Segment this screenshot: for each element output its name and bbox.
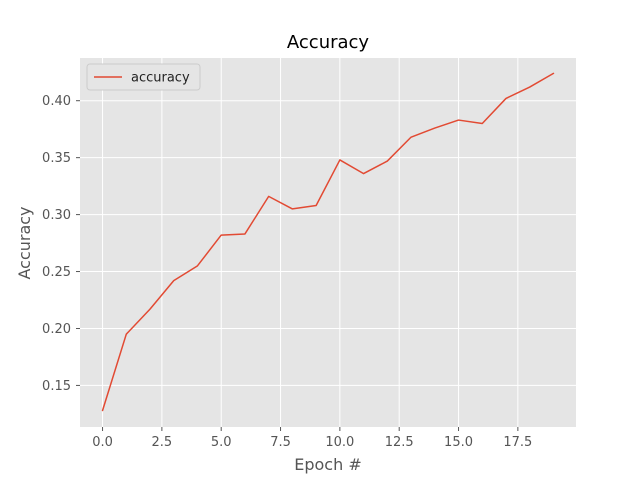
x-tick-label: 17.5 [503, 435, 532, 450]
x-tick-label: 12.5 [385, 435, 414, 450]
x-tick-label: 7.5 [270, 435, 291, 450]
y-tick-label: 0.25 [42, 265, 71, 280]
y-tick-label: 0.20 [42, 322, 71, 337]
grid-lines [80, 58, 576, 427]
y-tick-label: 0.30 [42, 208, 71, 223]
x-tick-label: 2.5 [152, 435, 173, 450]
x-tick-label: 5.0 [211, 435, 232, 450]
series-line-accuracy [101, 72, 555, 412]
axis-ticks: 0.0 2.5 5.0 7.5 10.0 12.5 15.0 17.5 0.15 0.20 0.25… [42, 94, 532, 450]
plot-area [80, 58, 576, 427]
series-lines [101, 72, 555, 412]
y-axis-label: Accuracy [15, 206, 34, 279]
x-axis-label: Epoch # [294, 455, 361, 474]
chart-title: Accuracy [287, 32, 370, 53]
legend: accuracy [86, 63, 201, 91]
legend-box [86, 63, 201, 91]
x-tick-label: 0.0 [92, 435, 113, 450]
y-tick-label: 0.40 [42, 94, 71, 109]
y-tick-label: 0.15 [42, 379, 71, 394]
y-tick-label: 0.35 [42, 151, 71, 166]
legend-label-accuracy: accuracy [131, 71, 190, 86]
x-tick-label: 15.0 [444, 435, 473, 450]
x-tick-label: 10.0 [325, 435, 354, 450]
